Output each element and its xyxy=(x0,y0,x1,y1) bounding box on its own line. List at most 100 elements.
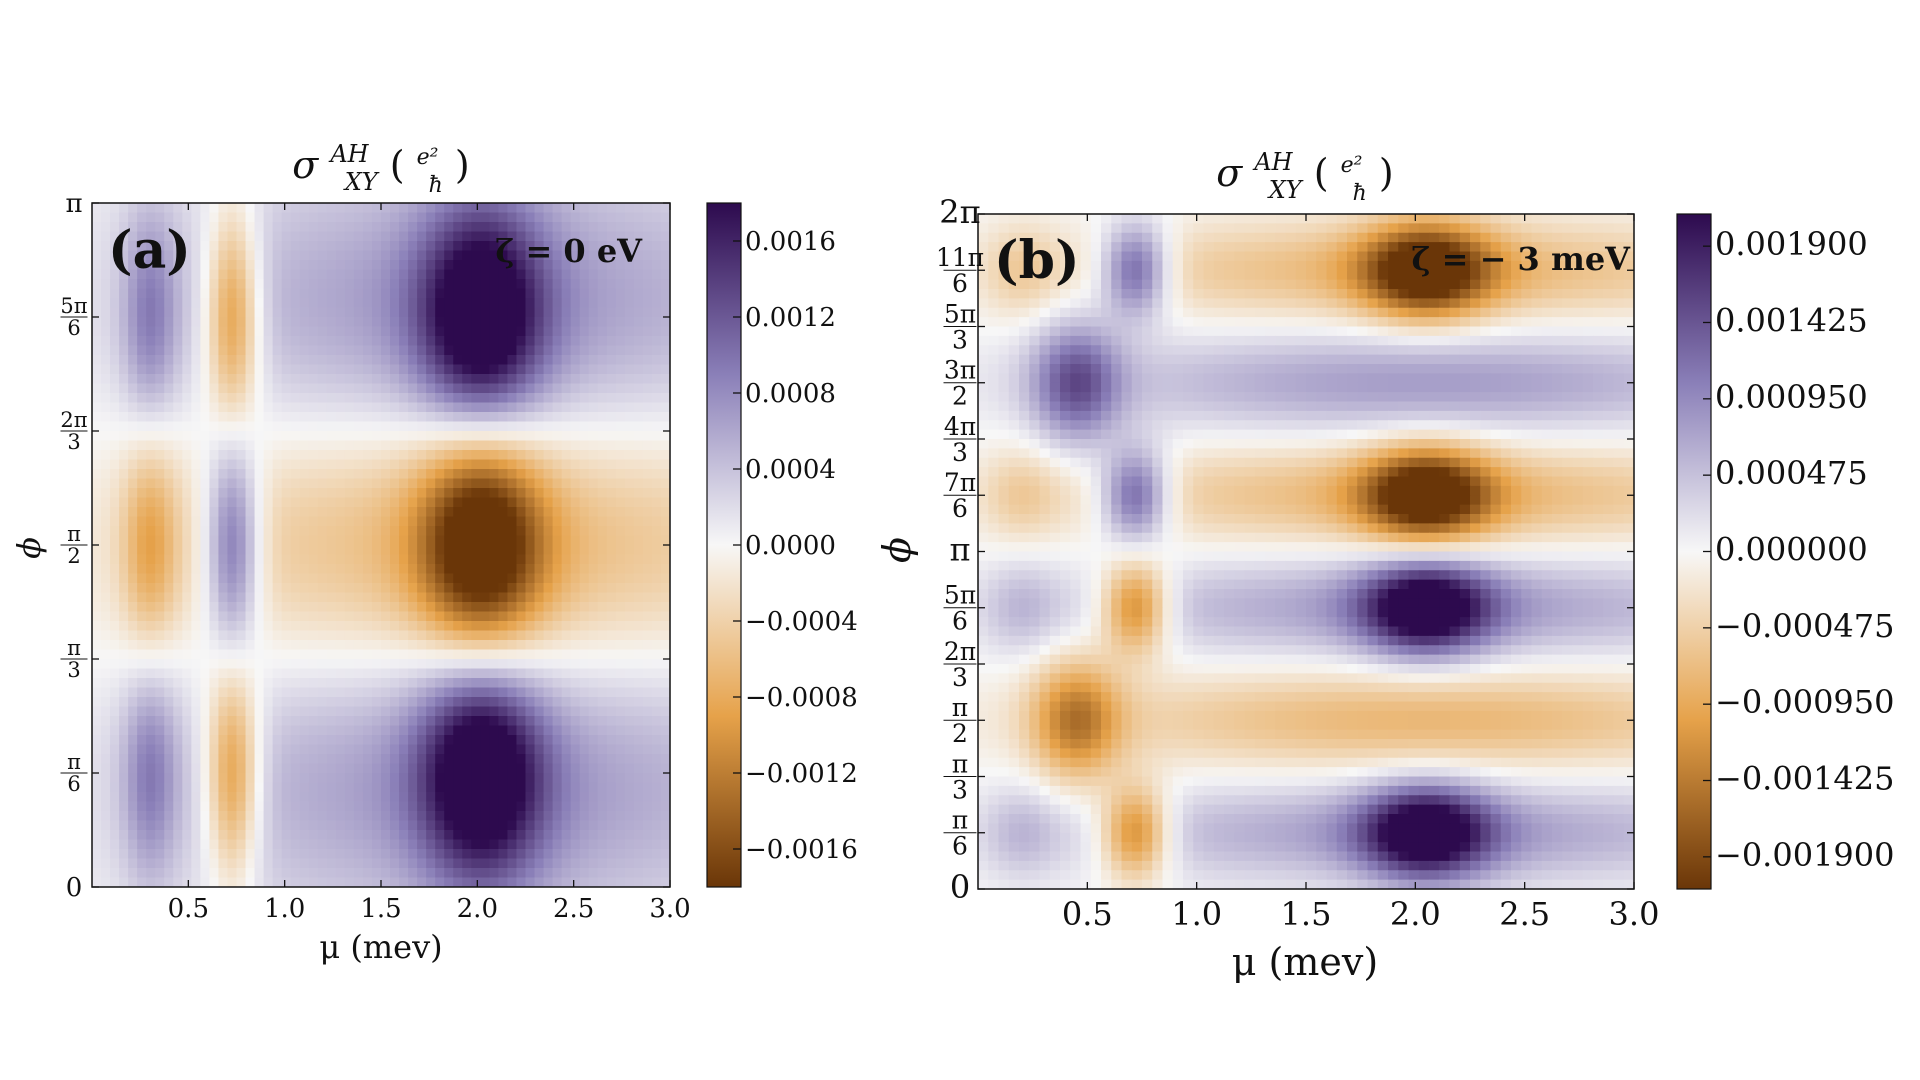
heatmap-cell xyxy=(408,497,418,508)
heatmap-cell xyxy=(498,497,509,508)
heatmap-cell xyxy=(200,440,211,451)
heatmap-cell xyxy=(1449,242,1461,253)
heatmap-cell xyxy=(344,317,355,328)
heatmap-cell xyxy=(254,659,265,670)
heatmap-cell xyxy=(1552,223,1563,234)
heatmap-cell xyxy=(435,602,445,613)
heatmap-cell xyxy=(453,516,463,527)
heatmap-cell xyxy=(146,497,156,508)
heatmap-cell xyxy=(453,773,463,784)
heatmap-cell xyxy=(155,431,165,442)
heatmap-cell xyxy=(254,535,265,546)
heatmap-cell xyxy=(462,649,472,660)
heatmap-cell xyxy=(480,355,490,366)
heatmap-cell xyxy=(335,573,346,584)
heatmap-cell xyxy=(507,212,518,223)
heatmap-cell xyxy=(245,820,256,831)
heatmap-cell xyxy=(498,640,509,651)
heatmap-cell xyxy=(570,526,581,537)
heatmap-cell xyxy=(1603,223,1615,234)
heatmap-cell xyxy=(390,507,400,518)
heatmap-cell xyxy=(164,716,174,727)
heatmap-cell xyxy=(390,849,400,860)
heatmap-cell xyxy=(597,792,608,803)
heatmap-cell xyxy=(1336,223,1348,234)
heatmap-cell xyxy=(164,811,174,822)
heatmap-cell xyxy=(570,735,581,746)
heatmap-cell xyxy=(92,355,102,366)
heatmap-cell xyxy=(453,440,463,451)
heatmap-cell xyxy=(534,621,545,632)
heatmap-cell xyxy=(615,801,626,812)
heatmap-cell xyxy=(326,507,337,518)
heatmap-cell xyxy=(119,782,129,793)
heatmap-cell xyxy=(1367,223,1379,234)
heatmap-cell xyxy=(245,526,256,537)
heatmap-cell xyxy=(525,659,536,670)
heatmap-cell xyxy=(299,697,310,708)
heatmap-cell xyxy=(92,782,102,793)
heatmap-cell xyxy=(92,839,102,850)
heatmap-cell xyxy=(660,469,670,480)
heatmap-cell xyxy=(272,450,283,461)
heatmap-cell xyxy=(579,545,590,556)
heatmap-cell xyxy=(408,554,418,565)
heatmap-cell xyxy=(119,326,129,337)
heatmap-cell xyxy=(335,773,346,784)
heatmap-cell xyxy=(1347,223,1358,234)
heatmap-cell xyxy=(182,659,192,670)
heatmap-cell xyxy=(480,640,490,651)
heatmap-cell xyxy=(254,792,265,803)
heatmap-cell xyxy=(182,602,192,613)
heatmap-cell xyxy=(543,583,554,594)
heatmap-cell xyxy=(399,735,409,746)
heatmap-cell xyxy=(462,336,472,347)
heatmap-cell xyxy=(344,649,355,660)
heatmap-cell xyxy=(137,545,147,556)
heatmap-cell xyxy=(453,735,463,746)
heatmap-cell xyxy=(516,687,527,698)
heatmap-cell xyxy=(408,792,418,803)
heatmap-cell xyxy=(489,725,500,736)
heatmap-cell xyxy=(399,602,409,613)
heatmap-cell xyxy=(92,668,102,679)
heatmap-cell xyxy=(119,554,129,565)
heatmap-cell xyxy=(371,269,382,280)
heatmap-cell xyxy=(534,288,545,299)
heatmap-cell xyxy=(263,706,274,717)
heatmap-cell xyxy=(191,725,201,736)
heatmap-cell xyxy=(381,307,391,318)
heatmap-cell xyxy=(561,269,572,280)
heatmap-cell xyxy=(200,763,211,774)
heatmap-cell xyxy=(92,440,102,451)
heatmap-cell xyxy=(1060,251,1071,262)
heatmap-cell xyxy=(570,222,581,233)
heatmap-cell xyxy=(362,773,373,784)
heatmap-cell xyxy=(146,611,156,622)
heatmap-cell xyxy=(543,402,554,413)
heatmap-cell xyxy=(326,735,337,746)
heatmap-cell xyxy=(1142,251,1153,262)
heatmap-cell xyxy=(408,526,418,537)
heatmap-cell xyxy=(534,307,545,318)
heatmap-cell xyxy=(480,288,490,299)
heatmap-cell xyxy=(371,592,382,603)
heatmap-cell xyxy=(254,288,265,299)
heatmap-cell xyxy=(281,839,292,850)
heatmap-cell xyxy=(642,497,653,508)
heatmap-cell xyxy=(1234,232,1246,243)
heatmap-cell xyxy=(444,459,454,470)
heatmap-cell xyxy=(408,222,418,233)
heatmap-cell xyxy=(299,478,310,489)
heatmap-cell xyxy=(507,317,518,328)
heatmap-cell xyxy=(543,288,554,299)
heatmap-cell xyxy=(146,431,156,442)
heatmap-cell xyxy=(137,450,147,461)
heatmap-cell xyxy=(173,402,183,413)
heatmap-cell xyxy=(633,839,644,850)
heatmap-cell xyxy=(561,288,572,299)
heatmap-cell xyxy=(606,545,617,556)
heatmap-cell xyxy=(408,630,418,641)
heatmap-cell xyxy=(453,811,463,822)
